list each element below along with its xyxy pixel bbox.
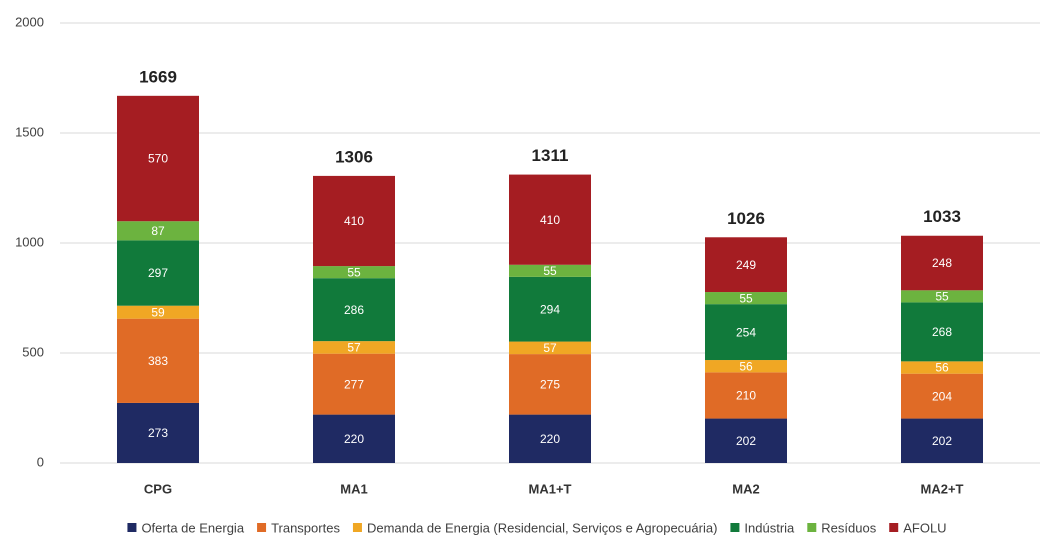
segment-label: 220 [540, 432, 560, 446]
y-tick-label: 0 [37, 454, 44, 469]
bar-segment [117, 95, 199, 222]
legend-label: Transportes [271, 520, 340, 535]
legend-swatch [730, 523, 740, 532]
segment-label: 294 [540, 302, 560, 316]
segment-label: 57 [543, 341, 557, 355]
legend-label: Demanda de Energia (Residencial, Serviço… [367, 520, 717, 535]
total-label: 1306 [335, 147, 373, 166]
bar-segment [117, 318, 199, 403]
bar-segment [509, 341, 591, 355]
segment-label: 570 [148, 152, 168, 166]
legend-swatch [352, 523, 362, 532]
segment-label: 57 [347, 341, 361, 355]
legend-swatch [127, 523, 137, 532]
segment-label: 202 [736, 434, 756, 448]
x-tick-label: MA2+T [921, 481, 964, 496]
bar-segment [509, 414, 591, 463]
bar-segment [313, 353, 395, 415]
bar-segment [117, 221, 199, 241]
y-tick-label: 500 [22, 344, 44, 359]
segment-label: 297 [148, 266, 168, 280]
legend-swatch [889, 523, 899, 532]
segment-label: 210 [736, 389, 756, 403]
bar-segment [117, 402, 199, 463]
bar-segment [509, 276, 591, 342]
segment-label: 410 [540, 213, 560, 227]
legend-label: Oferta de Energia [141, 520, 244, 535]
legend-label: Resíduos [821, 520, 876, 535]
legend-label: Indústria [744, 520, 795, 535]
legend-swatch [257, 523, 267, 532]
total-label: 1033 [923, 207, 961, 226]
y-tick-label: 2000 [15, 14, 44, 29]
segment-label: 55 [739, 291, 753, 305]
bar-segment [313, 341, 395, 354]
y-tick-label: 1000 [15, 234, 44, 249]
segment-label: 55 [935, 290, 949, 304]
legend-swatch [807, 523, 817, 532]
segment-label: 249 [736, 258, 756, 272]
bar-segment [705, 304, 787, 361]
total-label: 1669 [139, 67, 177, 86]
segment-label: 56 [739, 359, 753, 373]
segment-label: 55 [347, 265, 361, 279]
segment-label: 56 [935, 361, 949, 375]
bar-segment [901, 361, 983, 374]
segment-label: 248 [932, 256, 952, 270]
segment-label: 277 [344, 377, 364, 391]
total-label: 1026 [727, 209, 765, 228]
segment-label: 204 [932, 389, 952, 403]
bar-segment [313, 278, 395, 342]
segment-label: 268 [932, 325, 952, 339]
x-tick-label: MA1 [340, 481, 367, 496]
bar-segment [901, 302, 983, 362]
segment-label: 87 [151, 224, 165, 238]
bar-segment [313, 414, 395, 463]
bar-segment [901, 373, 983, 419]
segment-label: 273 [148, 426, 168, 440]
bar-segment [705, 237, 787, 293]
bar-segment [705, 360, 787, 373]
bar-segment [313, 266, 395, 279]
x-tick-label: MA2 [732, 481, 759, 496]
segment-label: 220 [344, 432, 364, 446]
bar-segment [901, 418, 983, 463]
segment-label: 202 [932, 434, 952, 448]
legend-label: AFOLU [903, 520, 946, 535]
x-tick-label: CPG [144, 481, 172, 496]
bar-segment [509, 174, 591, 265]
bar-segment [117, 240, 199, 306]
bar-segment [313, 175, 395, 267]
segment-label: 286 [344, 303, 364, 317]
bar-segment [901, 290, 983, 303]
bar-segment [117, 305, 199, 319]
segment-label: 275 [540, 378, 560, 392]
bar-segment [509, 354, 591, 415]
segment-label: 55 [543, 264, 557, 278]
x-tick-label: MA1+T [529, 481, 572, 496]
y-tick-label: 1500 [15, 124, 44, 139]
total-label: 1311 [532, 146, 569, 165]
bar-segment [705, 418, 787, 463]
segment-label: 410 [344, 214, 364, 228]
bar-segment [705, 372, 787, 419]
segment-label: 59 [151, 305, 165, 319]
bar-segment [509, 264, 591, 277]
segment-label: 254 [736, 325, 756, 339]
bar-segment [901, 235, 983, 291]
bar-segment [705, 292, 787, 305]
segment-label: 383 [148, 354, 168, 368]
